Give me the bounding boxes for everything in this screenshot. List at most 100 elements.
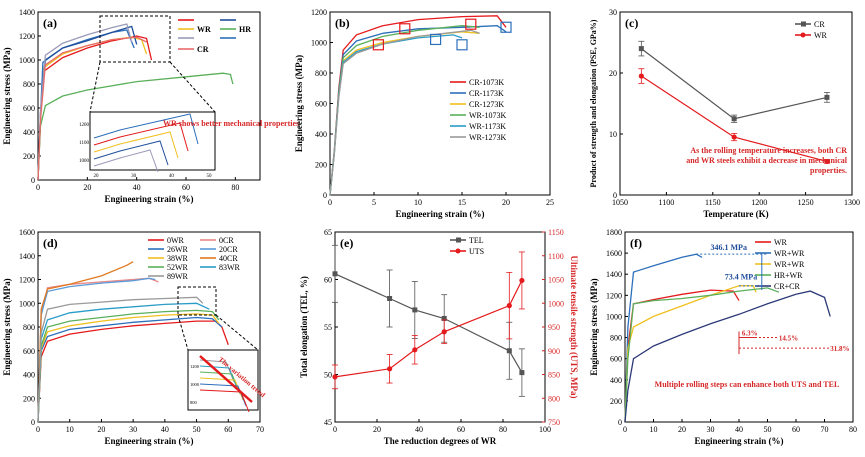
legend-entry: 83WR [219, 263, 241, 272]
annotation-text: As the rolling temperature increases, bo… [686, 146, 848, 175]
y-tick-label: 60 [324, 276, 332, 285]
data-point-square [412, 307, 418, 313]
data-point-circle [506, 303, 512, 309]
y-tick-label: 200 [23, 394, 35, 403]
y-tick-label: 600 [610, 355, 622, 364]
inset-y-tick: 1000 [190, 382, 200, 387]
annotation-line: and WR steels exhibit a decrease in mech… [686, 156, 848, 165]
x-tick-label: 0 [328, 198, 332, 207]
legend-entry: HR+WR [774, 271, 803, 280]
y-tick-label: 50 [324, 371, 332, 380]
inset-curve [93, 140, 169, 166]
x-tick-label: 15 [458, 198, 466, 207]
y-tick-label: 400 [23, 128, 35, 137]
y-tick-label: 600 [315, 100, 327, 109]
legend-entry: WR-1073K [469, 111, 507, 120]
annotation-text: WR shows better mechanical properties [163, 119, 299, 128]
x-tick-label: 1200 [751, 198, 767, 207]
data-point-square [441, 315, 447, 321]
series-line-d-6 [37, 309, 220, 423]
legend-entry: WR+WR [774, 260, 805, 269]
legend-group-hr: HR [239, 25, 251, 34]
x-tick-label: 70 [256, 425, 264, 434]
panel-a: 0 20 40 60 800200400600800100012001400Engine… [2, 8, 299, 204]
legend-entry: 89WR [167, 272, 189, 281]
y-tick-label: 800 [315, 69, 327, 78]
highlight-marker [372, 39, 384, 51]
data-point-square [824, 94, 830, 100]
data-point-circle [332, 374, 338, 380]
plot-frame-e [334, 231, 546, 423]
series-line-d-8 [37, 296, 204, 423]
y-tick-label: 1000 [19, 56, 35, 65]
x-tick-label: 100 [539, 425, 551, 434]
y-right-tick-label: 1050 [548, 276, 564, 285]
x-tick-label: 50 [193, 425, 201, 434]
panel-label: (a) [43, 16, 57, 30]
y-tick-label: 1000 [311, 39, 327, 48]
legend-entry: WR+WR [774, 249, 805, 258]
y-tick-label: 800 [23, 80, 35, 89]
legend-marker [800, 32, 806, 38]
x-tick-label: 0 [36, 425, 40, 434]
legend-entry: UTS [469, 247, 484, 256]
data-point-square [332, 271, 338, 277]
legend-marker [801, 21, 806, 27]
inset-curve [93, 113, 199, 145]
legend-entry: 0WR [167, 236, 185, 245]
y-tick-label: 200 [23, 152, 35, 161]
x-axis-label: Engineering strain (%) [695, 436, 784, 446]
series-line-f-0 [624, 289, 740, 423]
legend-entry: WR [774, 238, 788, 247]
highlight-marker [465, 18, 477, 30]
y-axis-label: Engineering stress (MPa) [2, 47, 12, 144]
inset-y-tick: 1100 [79, 141, 89, 146]
series-line-f-3 [624, 287, 780, 423]
y-tick-label: 1000 [606, 312, 622, 321]
y-tick-label: 1400 [606, 270, 622, 279]
series-line-a-5 [37, 72, 234, 181]
y-tick-label: 1200 [19, 32, 35, 41]
x-tick-label: 60 [792, 425, 800, 434]
inset-x-tick: 40 [169, 174, 175, 179]
x-tick-label: 80 [849, 425, 857, 434]
x-tick-label: 40 [133, 183, 141, 192]
inset-y-tick: 1000 [79, 159, 90, 164]
y-tick-label: 0 [618, 418, 622, 427]
x-tick-label: 1300 [844, 198, 860, 207]
series-line-c-0 [640, 48, 828, 120]
y-axis-label: Engineering stress (MPa) [589, 278, 599, 375]
y-right-tick-label: 750 [548, 418, 560, 427]
data-point-square [519, 370, 525, 376]
y-tick-label: 1600 [19, 228, 35, 237]
legend-entry: CR-1073K [469, 78, 504, 87]
inset-curve [199, 371, 241, 395]
inset-curve [93, 122, 189, 152]
y-tick-label: 55 [324, 323, 332, 332]
callout-uts-1: 346.1 MPa [711, 243, 747, 252]
x-tick-label: 40 [161, 425, 169, 434]
data-point-square [638, 46, 644, 52]
y-tick-label: 1800 [606, 228, 622, 237]
y-axis-label: Engineering stress (MPa) [2, 278, 12, 375]
series-line-e-1 [334, 280, 523, 378]
x-tick-label: 0 [36, 183, 40, 192]
x-tick-label: 1250 [798, 198, 814, 207]
legend-entry: 26WR [167, 245, 189, 254]
zoom-connector [169, 61, 216, 113]
y-tick-label: 200 [610, 397, 622, 406]
panel-label: (b) [335, 16, 350, 30]
inset-y-tick: 1200 [190, 364, 200, 369]
series-line-b-3 [329, 25, 480, 196]
x-axis-label: Engineering strain (%) [105, 436, 194, 446]
inset-curve [93, 149, 159, 173]
y-right-tick-label: 800 [548, 394, 560, 403]
plot-frame-c [619, 11, 853, 196]
y-tick-label: 0 [31, 418, 35, 427]
x-tick-label: 70 [821, 425, 829, 434]
x-tick-label: 0 [333, 425, 337, 434]
inset-x-tick: 50 [207, 174, 213, 179]
y-right-tick-label: 900 [548, 347, 560, 356]
legend-entry: WR-1173K [469, 122, 506, 131]
x-tick-label: 20 [502, 198, 510, 207]
